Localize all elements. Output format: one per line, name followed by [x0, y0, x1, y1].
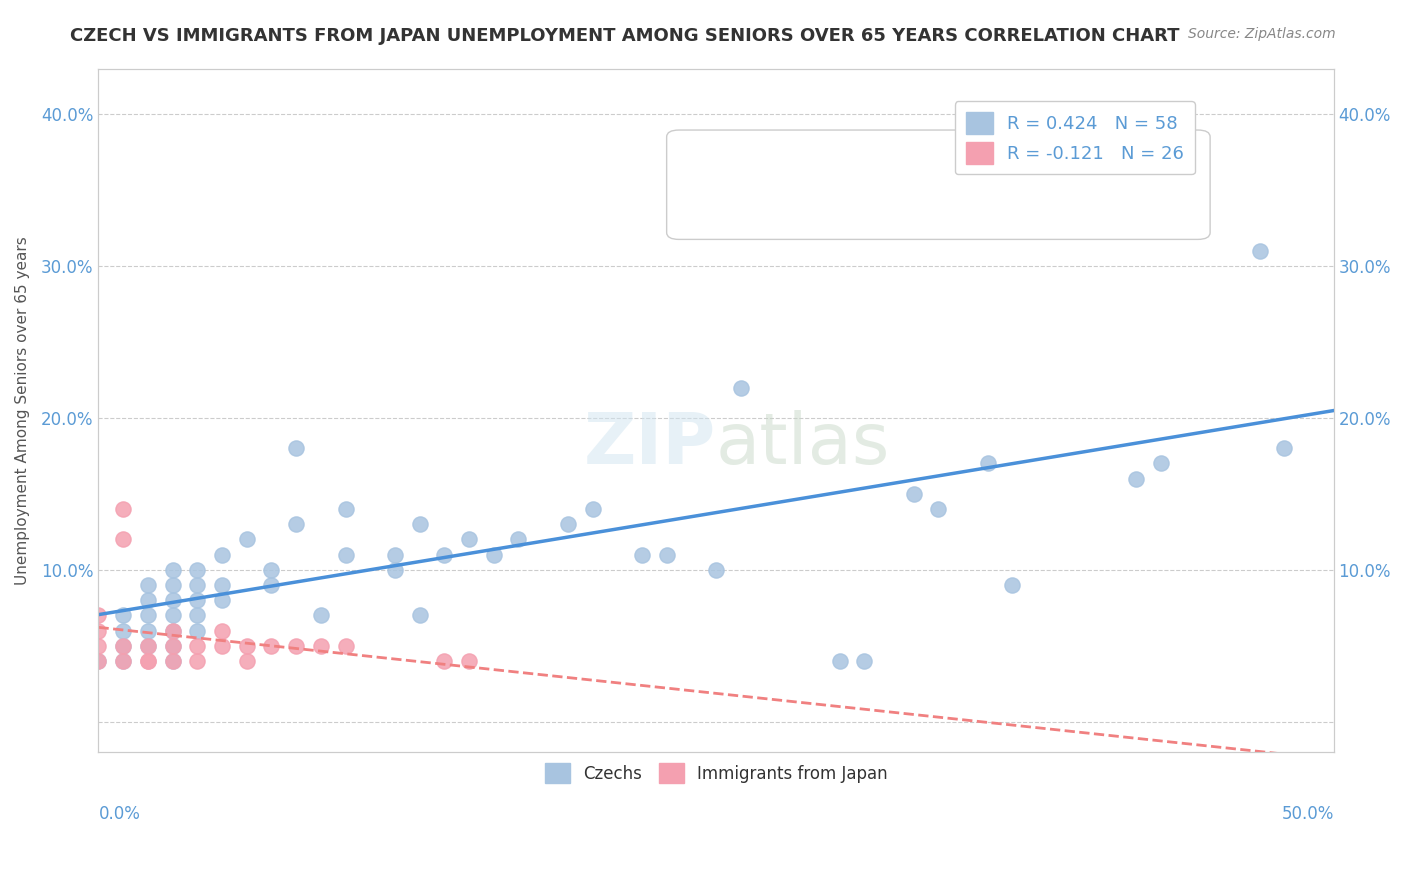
Point	[162, 624, 184, 638]
Point	[655, 548, 678, 562]
Point	[136, 639, 159, 653]
Point	[235, 533, 257, 547]
Text: atlas: atlas	[716, 410, 890, 479]
Point	[112, 639, 135, 653]
Point	[136, 624, 159, 638]
Point	[162, 639, 184, 653]
Point	[828, 654, 851, 668]
Point	[87, 608, 110, 623]
Point	[977, 457, 1000, 471]
Point	[335, 548, 357, 562]
Point	[235, 654, 257, 668]
Legend: Czechs, Immigrants from Japan: Czechs, Immigrants from Japan	[536, 755, 896, 791]
Point	[458, 654, 481, 668]
Point	[211, 624, 233, 638]
Point	[1150, 457, 1173, 471]
Point	[186, 578, 208, 592]
Point	[927, 502, 949, 516]
Point	[112, 608, 135, 623]
Point	[186, 654, 208, 668]
Point	[112, 639, 135, 653]
Point	[408, 608, 430, 623]
Point	[384, 548, 406, 562]
Point	[285, 639, 308, 653]
Point	[335, 502, 357, 516]
Point	[260, 578, 283, 592]
Point	[136, 593, 159, 607]
Point	[433, 654, 456, 668]
Point	[136, 639, 159, 653]
Point	[87, 654, 110, 668]
Point	[1249, 244, 1271, 258]
Point	[730, 380, 752, 394]
Point	[186, 593, 208, 607]
Point	[704, 563, 727, 577]
Point	[136, 654, 159, 668]
Point	[112, 654, 135, 668]
Point	[260, 563, 283, 577]
Point	[162, 608, 184, 623]
Point	[87, 639, 110, 653]
Point	[162, 563, 184, 577]
Point	[433, 548, 456, 562]
Text: 0.0%: 0.0%	[98, 805, 141, 823]
Point	[335, 639, 357, 653]
Point	[853, 654, 876, 668]
Point	[903, 487, 925, 501]
Point	[211, 578, 233, 592]
Point	[112, 654, 135, 668]
Point	[631, 548, 654, 562]
Point	[112, 533, 135, 547]
Point	[162, 654, 184, 668]
Point	[186, 639, 208, 653]
Point	[309, 608, 332, 623]
Point	[482, 548, 505, 562]
Point	[112, 624, 135, 638]
Point	[87, 654, 110, 668]
Point	[112, 502, 135, 516]
Point	[211, 548, 233, 562]
Point	[162, 578, 184, 592]
Point	[1001, 578, 1024, 592]
Point	[754, 168, 776, 182]
Text: CZECH VS IMMIGRANTS FROM JAPAN UNEMPLOYMENT AMONG SENIORS OVER 65 YEARS CORRELAT: CZECH VS IMMIGRANTS FROM JAPAN UNEMPLOYM…	[70, 27, 1180, 45]
Text: 50.0%: 50.0%	[1281, 805, 1334, 823]
Point	[557, 517, 579, 532]
Point	[87, 624, 110, 638]
Point	[186, 624, 208, 638]
Point	[136, 654, 159, 668]
Text: Source: ZipAtlas.com: Source: ZipAtlas.com	[1188, 27, 1336, 41]
Point	[285, 442, 308, 456]
Point	[162, 624, 184, 638]
Point	[408, 517, 430, 532]
Point	[186, 608, 208, 623]
Point	[136, 608, 159, 623]
Point	[384, 563, 406, 577]
Point	[162, 639, 184, 653]
Text: ZIP: ZIP	[583, 410, 716, 479]
Point	[260, 639, 283, 653]
Point	[211, 593, 233, 607]
Point	[1125, 472, 1147, 486]
Point	[162, 654, 184, 668]
Point	[136, 578, 159, 592]
Point	[458, 533, 481, 547]
Point	[309, 639, 332, 653]
FancyBboxPatch shape	[666, 130, 1211, 239]
Point	[285, 517, 308, 532]
Y-axis label: Unemployment Among Seniors over 65 years: Unemployment Among Seniors over 65 years	[15, 235, 30, 584]
Point	[211, 639, 233, 653]
Point	[581, 502, 603, 516]
Point	[186, 563, 208, 577]
Point	[508, 533, 530, 547]
Point	[235, 639, 257, 653]
Point	[162, 593, 184, 607]
Point	[1272, 442, 1295, 456]
